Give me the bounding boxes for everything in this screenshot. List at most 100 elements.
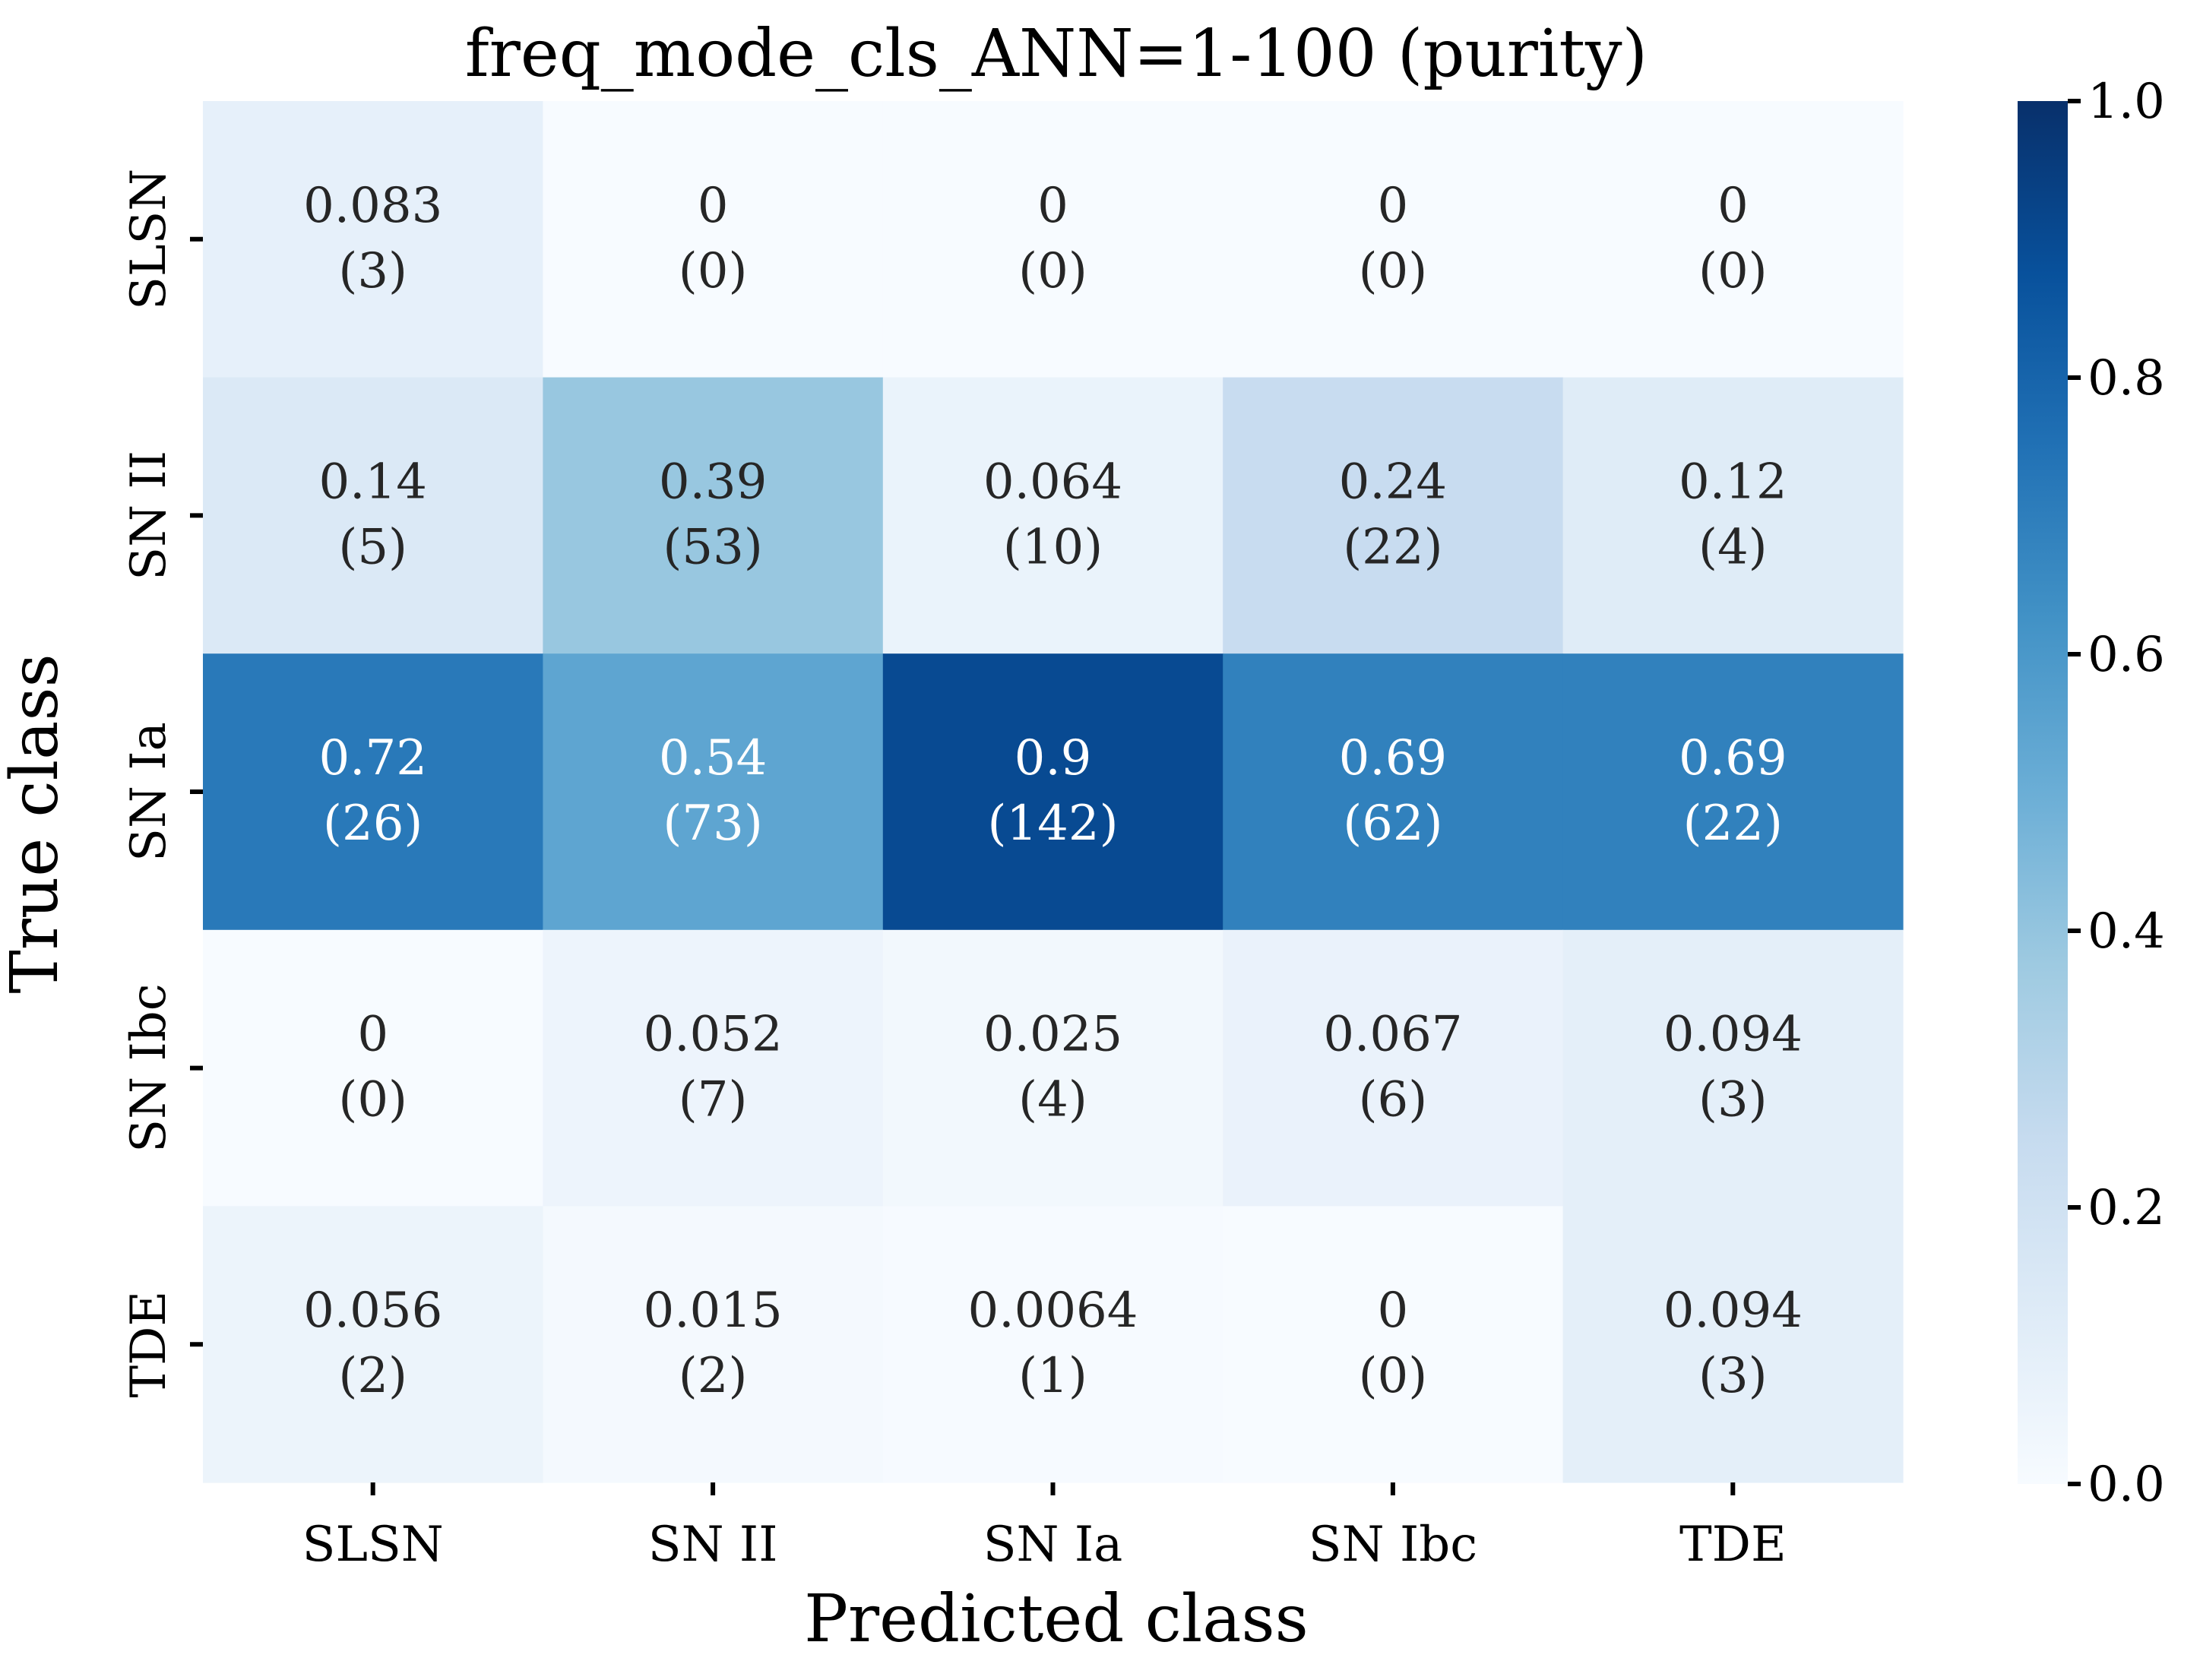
cell-count-label: (0) xyxy=(679,243,748,299)
heatmap-cell xyxy=(203,653,543,931)
chart-title: freq_mode_cls_ANN=1-100 (purity) xyxy=(465,16,1648,92)
heatmap-cell xyxy=(203,1206,543,1483)
cell-count-label: (0) xyxy=(1698,243,1768,299)
y-tick-label: SN Ia xyxy=(121,722,177,862)
cell-value-label: 0.69 xyxy=(1339,730,1448,786)
cell-count-label: (3) xyxy=(1698,1072,1768,1128)
x-tick-label: SN Ibc xyxy=(1309,1517,1477,1573)
cell-value-label: 0 xyxy=(1378,1283,1409,1339)
x-tick-label: TDE xyxy=(1679,1517,1787,1573)
y-axis-label: True class xyxy=(0,653,73,993)
cell-count-label: (10) xyxy=(1003,519,1103,575)
cell-count-label: (3) xyxy=(338,243,407,299)
colorbar-tick-label: 0.6 xyxy=(2088,627,2165,683)
y-axis-ticks: SLSN SN II SN Ia SN Ibc TDE xyxy=(121,169,203,1398)
heatmap-cell xyxy=(1562,1206,1904,1483)
cell-value-label: 0.067 xyxy=(1323,1007,1462,1063)
cell-value-label: 0.9 xyxy=(1015,730,1092,786)
x-axis-ticks: SLSN SN II SN Ia SN Ibc TDE xyxy=(302,1482,1787,1573)
x-axis-label: Predicted class xyxy=(804,1581,1309,1657)
colorbar-tick-label: 0.8 xyxy=(2088,350,2165,407)
cell-value-label: 0.094 xyxy=(1663,1283,1803,1339)
cell-count-label: (6) xyxy=(1359,1072,1428,1128)
cell-count-label: (0) xyxy=(338,1072,407,1128)
heatmap-cell xyxy=(543,653,884,931)
cell-count-label: (0) xyxy=(1359,1348,1428,1404)
cell-value-label: 0.064 xyxy=(983,454,1122,510)
cell-value-label: 0.094 xyxy=(1663,1007,1803,1063)
cell-value-label: 0.025 xyxy=(983,1007,1122,1063)
cell-count-label: (53) xyxy=(663,519,762,575)
cell-value-label: 0.24 xyxy=(1339,454,1448,510)
heatmap-cell xyxy=(1223,653,1564,931)
cell-value-label: 0.0064 xyxy=(968,1283,1138,1339)
y-tick-label: SN II xyxy=(121,451,177,581)
cell-value-label: 0.12 xyxy=(1679,454,1787,510)
heatmap-cell xyxy=(203,101,543,378)
heatmap-cell xyxy=(1562,653,1904,931)
heatmap-cell xyxy=(882,101,1223,378)
cell-value-label: 0 xyxy=(1717,178,1749,234)
cell-count-label: (5) xyxy=(338,519,407,575)
cell-count-label: (7) xyxy=(679,1072,748,1128)
cell-value-label: 0.14 xyxy=(318,454,427,510)
heatmap-cell xyxy=(543,101,884,378)
cell-value-label: 0 xyxy=(357,1007,388,1063)
cell-count-label: (1) xyxy=(1018,1348,1087,1404)
heatmap-cell xyxy=(543,1206,884,1483)
heatmap-cell xyxy=(543,929,884,1207)
heatmap-cell xyxy=(882,1206,1223,1483)
cell-value-label: 0.39 xyxy=(659,454,768,510)
cell-value-label: 0.083 xyxy=(303,178,442,234)
x-tick-label: SN Ia xyxy=(983,1517,1123,1573)
y-tick-label: SLSN xyxy=(121,169,177,310)
cell-count-label: (4) xyxy=(1018,1072,1087,1128)
cell-value-label: 0.69 xyxy=(1679,730,1787,786)
cell-value-label: 0 xyxy=(698,178,729,234)
heatmap-cell xyxy=(1223,377,1564,654)
colorbar-tick-label: 0.4 xyxy=(2088,903,2165,960)
cell-value-label: 0.54 xyxy=(659,730,768,786)
y-tick-label: SN Ibc xyxy=(121,983,177,1152)
heatmap-cell xyxy=(882,653,1223,931)
x-tick-label: SN II xyxy=(648,1517,778,1573)
heatmap-cell xyxy=(543,377,884,654)
cell-count-label: (0) xyxy=(1359,243,1428,299)
cell-count-label: (22) xyxy=(1343,519,1442,575)
cell-value-label: 0.72 xyxy=(318,730,427,786)
colorbar-tick-label: 1.0 xyxy=(2088,74,2165,130)
heatmap-cell xyxy=(1562,101,1904,378)
cell-value-label: 0.052 xyxy=(643,1007,782,1063)
cell-value-label: 0.056 xyxy=(303,1283,442,1339)
cell-count-label: (26) xyxy=(323,796,423,852)
y-tick-label: TDE xyxy=(121,1291,177,1398)
cell-count-label: (142) xyxy=(987,796,1118,852)
heatmap-cell xyxy=(882,929,1223,1207)
colorbar-tick-label: 0.2 xyxy=(2088,1180,2165,1236)
heatmap-cell xyxy=(1223,929,1564,1207)
cell-count-label: (4) xyxy=(1698,519,1768,575)
heatmap-cell xyxy=(203,929,543,1207)
cell-count-label: (73) xyxy=(663,796,762,852)
cell-count-label: (0) xyxy=(1018,243,1087,299)
cell-count-label: (2) xyxy=(679,1348,748,1404)
colorbar xyxy=(2018,101,2068,1484)
cell-value-label: 0 xyxy=(1037,178,1068,234)
heatmap-cell xyxy=(1223,101,1564,378)
heatmap-cell xyxy=(1223,1206,1564,1483)
heatmap-cell xyxy=(882,377,1223,654)
colorbar-tick-label: 0.0 xyxy=(2088,1457,2165,1513)
cell-value-label: 0.015 xyxy=(643,1283,782,1339)
cell-count-label: (2) xyxy=(338,1348,407,1404)
heatmap-cells: 0.083 (3) 0 (0) 0 (0) 0 (0) 0 (0) 0.14 (5) 0.39 (53) 0… xyxy=(203,101,1904,1483)
cell-count-label: (62) xyxy=(1343,796,1442,852)
heatmap-cell xyxy=(203,377,543,654)
cell-count-label: (3) xyxy=(1698,1348,1768,1404)
heatmap-cell xyxy=(1562,929,1904,1207)
cell-count-label: (22) xyxy=(1683,796,1783,852)
heatmap-cell xyxy=(1562,377,1904,654)
colorbar-ticks: 0.0 0.2 0.4 0.6 0.8 1.0 xyxy=(2068,74,2165,1513)
x-tick-label: SLSN xyxy=(302,1517,444,1573)
cell-value-label: 0 xyxy=(1378,178,1409,234)
